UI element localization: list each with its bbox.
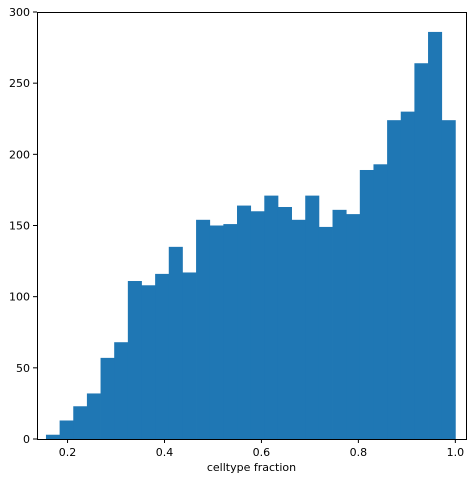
histogram-bar [223,224,238,439]
histogram-bar [196,219,211,439]
histogram-bar [346,214,361,439]
histogram-bar [168,246,183,439]
histogram-bar [155,273,170,439]
histogram-bar [250,211,265,439]
y-tick-label: 150 [9,220,30,233]
histogram-bar [318,226,333,439]
y-tick-label: 100 [9,291,30,304]
x-tick-label: 0.6 [253,446,271,459]
plot-frame [37,12,467,440]
histogram-bar [387,120,402,439]
histogram-bar [141,285,156,439]
histogram-bar [441,120,456,439]
histogram-bar [45,434,61,439]
y-axis-ticks: 0 50 100 150 200 250 300 [9,6,37,446]
histogram-bar [277,206,292,439]
histogram-bar [59,420,74,439]
histogram-bar [237,205,252,439]
x-tick-label: 0.4 [156,446,174,459]
y-tick-label: 250 [9,77,30,90]
histogram-bar [414,63,429,440]
histogram-bar [264,195,279,439]
histogram-bars [45,31,456,440]
histogram-bar [305,195,320,439]
histogram-bar [359,169,374,440]
x-tick-label: 0.2 [59,446,77,459]
histogram-bar [182,272,197,439]
histogram-bar [332,209,347,439]
y-tick-label: 0 [23,433,30,446]
histogram-bar [73,406,88,439]
histogram-bar [291,219,306,439]
histogram-bar [373,164,388,439]
y-tick-label: 50 [16,362,30,375]
y-tick-label: 300 [9,6,30,19]
x-tick-label: 1.0 [447,446,465,459]
histogram-bar [400,111,415,439]
x-tick-label: 0.8 [350,446,368,459]
histogram-bar [114,342,129,439]
x-axis-ticks: 0.2 0.4 0.6 0.8 1.0 [59,439,464,459]
histogram-bar [209,225,224,439]
histogram-bar [86,393,101,439]
histogram-bar [428,31,443,439]
histogram-bar [100,357,115,439]
histogram-bar [127,281,142,439]
y-tick-label: 200 [9,148,30,161]
x-axis-label: celltype fraction [207,461,296,474]
